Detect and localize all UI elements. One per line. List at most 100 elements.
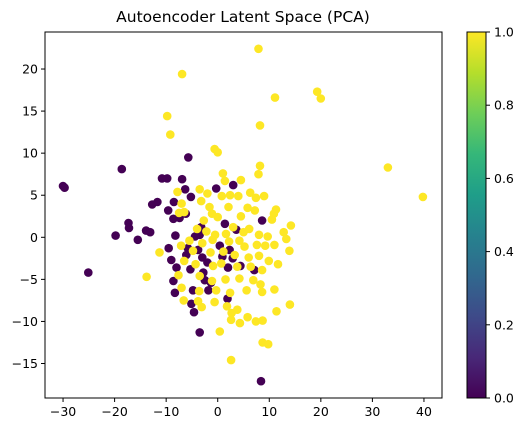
scatter-point (208, 277, 217, 286)
scatter-point (174, 271, 183, 280)
scatter-point (256, 280, 265, 289)
x-tick-label: −10 (153, 404, 179, 419)
scatter-point (195, 328, 204, 337)
scatter-point (180, 208, 189, 217)
y-tick-label: 20 (22, 62, 38, 77)
x-tick-label: 40 (416, 404, 432, 419)
scatter-point (218, 192, 227, 201)
scatter-point (221, 220, 230, 229)
scatter-point (249, 276, 258, 285)
scatter-point (125, 224, 134, 233)
scatter-point (178, 70, 187, 79)
scatter-point (134, 236, 143, 245)
scatter-point (251, 206, 260, 215)
scatter-point (258, 266, 267, 275)
scatter-point (219, 247, 228, 256)
y-tick-label: 5 (30, 188, 38, 203)
scatter-point (180, 257, 189, 266)
x-tick-label: 10 (261, 404, 277, 419)
scatter-point (245, 225, 254, 234)
scatter-point (264, 340, 273, 349)
scatter-point (258, 316, 267, 325)
y-tick-label: 15 (22, 104, 38, 119)
colorbar-tick-label: 0.0 (494, 391, 514, 406)
scatter-point (254, 170, 263, 179)
scatter-point (268, 215, 277, 224)
scatter-point (229, 181, 238, 190)
scatter-point (171, 231, 180, 240)
scatter-point (206, 248, 215, 257)
scatter-point (184, 153, 193, 162)
x-tick-label: 30 (364, 404, 380, 419)
scatter-point (163, 112, 172, 121)
scatter-point (237, 212, 246, 221)
scatter-point (282, 235, 291, 244)
scatter-point (256, 162, 265, 171)
scatter-point (219, 169, 228, 178)
scatter-point (263, 232, 272, 241)
colorbar-ticks: 0.0 0.2 0.4 0.6 0.8 1.0 (486, 25, 514, 406)
scatter-point (224, 203, 233, 212)
colorbar-tick-label: 1.0 (494, 25, 514, 40)
scatter-point (226, 191, 235, 200)
scatter-point (173, 188, 182, 197)
scatter-point (243, 313, 252, 322)
scatter-point (213, 148, 222, 157)
scatter-point (153, 198, 162, 207)
scatter-point (197, 197, 206, 206)
colorbar-tick-label: 0.2 (494, 317, 514, 332)
colorbar (467, 32, 486, 398)
scatter-point (260, 192, 269, 201)
scatter-point (244, 253, 253, 262)
scatter-point (212, 184, 221, 193)
scatter-point (227, 356, 236, 365)
scatter-point (217, 259, 226, 268)
scatter-point (286, 300, 295, 309)
scatter-point (235, 274, 244, 283)
scatter-point (257, 377, 266, 386)
scatter-point (208, 209, 217, 218)
scatter-point (237, 176, 246, 185)
x-axis-ticks: −30 −20 −10 0 10 20 30 40 (50, 398, 432, 419)
scatter-point (111, 231, 120, 240)
data-points (59, 45, 428, 386)
scatter-point (209, 262, 218, 271)
scatter-point (221, 177, 230, 186)
scatter-point (261, 241, 270, 250)
colorbar-tick-label: 0.8 (494, 98, 514, 113)
scatter-point (155, 248, 164, 257)
scatter-point (270, 241, 279, 250)
scatter-point (221, 275, 230, 284)
y-tick-label: 10 (22, 146, 38, 161)
scatter-point (265, 257, 274, 266)
scatter-point (193, 225, 202, 234)
scatter-point (270, 285, 279, 294)
scatter-point (258, 288, 267, 297)
scatter-point (170, 198, 179, 207)
scatter-point (185, 236, 194, 245)
scatter-point (233, 262, 242, 271)
scatter-point (226, 289, 235, 298)
scatter-point (166, 130, 175, 139)
x-tick-label: −20 (101, 404, 127, 419)
scatter-point (181, 185, 190, 194)
scatter-point (234, 192, 243, 201)
scatter-point (84, 268, 93, 277)
scatter-point (254, 45, 263, 54)
scatter-point (177, 241, 186, 250)
colorbar-tick-label: 0.4 (494, 244, 514, 259)
y-axis-ticks: −15−10−505101520 (12, 62, 45, 371)
scatter-point (274, 260, 283, 269)
scatter-point (202, 227, 211, 236)
scatter-point (195, 185, 204, 194)
scatter-point (190, 308, 199, 317)
scatter-point (240, 242, 249, 251)
scatter-point (179, 296, 188, 305)
scatter-point (142, 273, 151, 282)
x-tick-label: −30 (50, 404, 76, 419)
scatter-point (172, 263, 181, 272)
scatter-point (419, 193, 428, 202)
scatter-point (236, 319, 245, 328)
scatter-point (204, 286, 213, 295)
scatter-point (227, 316, 236, 325)
